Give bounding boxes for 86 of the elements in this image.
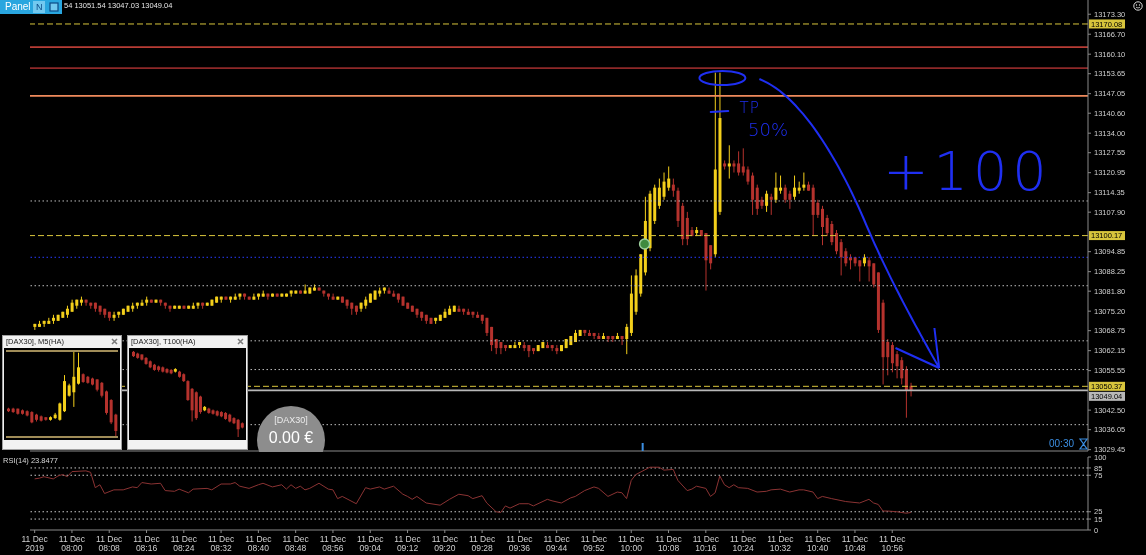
x-tick-label: 11 Dec 09:36 xyxy=(506,534,534,553)
candlestick xyxy=(858,259,862,282)
candlestick xyxy=(839,238,843,276)
candlestick xyxy=(765,190,769,213)
annotation: +100 xyxy=(883,140,1052,203)
x-tick-label: 11 Dec 10:00 xyxy=(618,534,646,553)
x-tick-label: 11 Dec 10:32 xyxy=(767,534,795,553)
candlestick xyxy=(252,293,256,301)
candlestick xyxy=(755,184,759,216)
candlestick xyxy=(685,211,689,246)
candlestick xyxy=(802,172,806,192)
annotation: 0.00 € xyxy=(268,429,314,446)
x-tick-label: 11 Dec 08:32 xyxy=(207,534,235,553)
candlestick xyxy=(186,379,190,402)
x-tick-label: 11 Dec 08:16 xyxy=(133,534,161,553)
x-tick-label: 11 Dec 10:08 xyxy=(655,534,683,553)
candlestick xyxy=(709,244,713,270)
candlestick xyxy=(779,175,783,195)
x-tick-label: 11 Dec 08:48 xyxy=(282,534,310,553)
x-tick-label: 11 Dec 10:24 xyxy=(729,534,757,553)
x-tick-label: 11 Dec 08:40 xyxy=(245,534,273,553)
candlestick xyxy=(527,344,531,358)
candlestick xyxy=(662,172,666,201)
x-tick-label: 11 Dec 08:24 xyxy=(170,534,198,553)
candlestick xyxy=(657,178,661,210)
candlestick xyxy=(168,305,172,313)
candlestick xyxy=(238,293,242,301)
candlestick xyxy=(625,323,629,355)
annotation: 00:30 xyxy=(1049,438,1075,449)
x-tick-label: 11 Dec 09:04 xyxy=(357,534,385,553)
candlestick xyxy=(671,178,675,198)
candlestick xyxy=(788,190,792,210)
annotation: N xyxy=(36,1,43,12)
candlestick xyxy=(620,335,624,346)
candlestick xyxy=(830,220,834,246)
x-tick-label: 11 Dec 09:20 xyxy=(431,534,459,553)
candlestick xyxy=(821,205,824,246)
candlestick xyxy=(895,350,899,379)
candlestick xyxy=(387,287,391,295)
x-tick-label: 11 Dec 10:56 xyxy=(879,534,907,553)
x-tick-label: 11 Dec 10:40 xyxy=(804,534,832,553)
x-tick-label: 11 Dec 09:12 xyxy=(394,534,422,553)
candlestick xyxy=(266,293,270,301)
candlestick xyxy=(900,356,904,385)
line-series xyxy=(34,466,912,514)
annotation: Panel xyxy=(5,1,31,12)
candlestick xyxy=(190,387,194,423)
candlestick xyxy=(513,341,517,349)
candlestick xyxy=(727,144,731,180)
x-tick-label: 11 Dec 09:28 xyxy=(468,534,496,553)
candlestick xyxy=(872,262,876,289)
candlestick xyxy=(737,150,741,177)
candlestick xyxy=(499,341,503,355)
annotation: 50% xyxy=(748,119,789,140)
x-tick-label: 11 Dec 10:16 xyxy=(692,534,720,553)
candlestick xyxy=(890,341,894,373)
candlestick xyxy=(198,395,202,415)
candlestick xyxy=(783,184,787,204)
candlestick xyxy=(84,299,88,307)
candlestick xyxy=(592,332,596,340)
candlestick xyxy=(196,302,200,310)
candlestick xyxy=(105,390,108,416)
annotation: TP xyxy=(739,98,760,117)
candlestick xyxy=(793,175,797,201)
annotation: [DAX30] xyxy=(274,415,308,425)
x-tick-label: 11 Dec 09:52 xyxy=(580,534,608,553)
candlestick xyxy=(867,256,871,282)
x-tick-label: 11 Dec 09:44 xyxy=(543,534,571,553)
candlestick xyxy=(72,351,76,408)
x-tick-label: 11 Dec 08:08 xyxy=(96,534,124,553)
x-tick-label: 11 Dec 08:56 xyxy=(319,534,347,553)
candlestick xyxy=(834,229,838,255)
candlestick xyxy=(471,311,475,319)
candlestick xyxy=(140,299,144,307)
candlestick xyxy=(457,305,461,313)
x-tick-label: 11 Dec 08:00 xyxy=(58,534,86,553)
candlestick xyxy=(236,418,240,437)
candlestick xyxy=(77,352,80,386)
candlestick xyxy=(331,293,335,301)
x-tick-label: 11 Dec 10:48 xyxy=(841,534,869,553)
x-tick-label: 11 Dec 2019 xyxy=(21,534,49,553)
candlestick xyxy=(774,172,778,204)
candlestick xyxy=(769,193,773,216)
candlestick xyxy=(732,159,736,174)
candlestick xyxy=(112,311,116,322)
candlestick xyxy=(746,165,750,186)
